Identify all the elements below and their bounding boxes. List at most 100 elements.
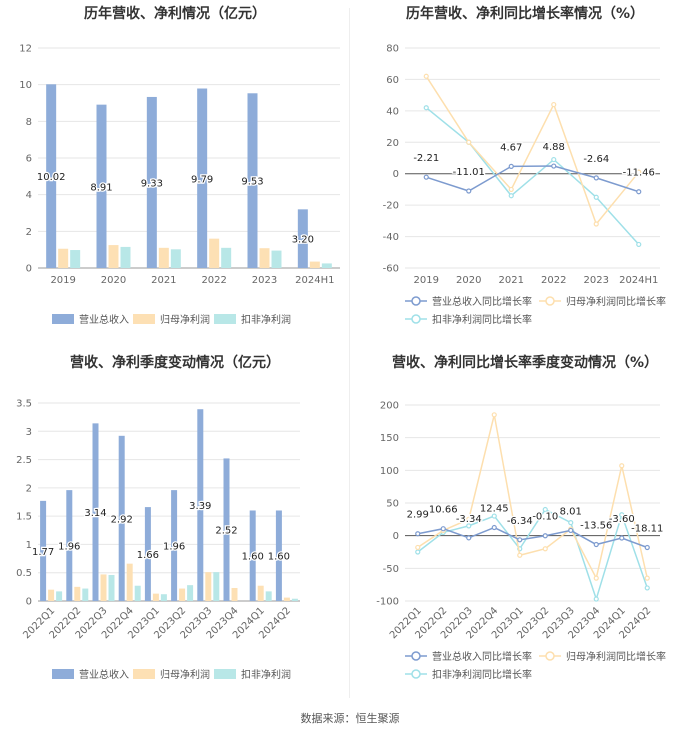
annual-growth-rate-chart: 历年营收、净利同比增长率情况（%） -60 -40 -20 0 20 40 60 80 2019 2… <box>350 0 700 350</box>
y-tick-label: 200 <box>380 401 399 412</box>
legend-swatch <box>133 314 155 324</box>
data-point <box>593 175 599 181</box>
bar <box>152 593 159 601</box>
bar <box>48 589 55 601</box>
chart-svg: 历年营收、净利同比增长率情况（%） -60 -40 -20 0 20 40 60 80 2019 2… <box>383 5 666 326</box>
data-point <box>593 194 599 200</box>
x-tick-label: 2024H1 <box>295 275 334 286</box>
data-point <box>542 546 548 552</box>
data-point <box>508 193 514 199</box>
y-tick-label: 2 <box>26 483 32 494</box>
legend-label: 营业总收入 <box>79 313 129 326</box>
y-tick-label: 6 <box>26 154 32 165</box>
y-tick-label: 4 <box>26 190 32 201</box>
bar <box>197 409 204 601</box>
data-label: 10.66 <box>429 505 458 516</box>
bar <box>205 572 212 601</box>
bar <box>265 591 272 601</box>
y-tick-label: 80 <box>386 44 399 55</box>
bar <box>179 588 186 601</box>
series-line <box>426 165 639 193</box>
bar <box>283 597 290 601</box>
data-point <box>466 523 472 529</box>
bar <box>134 585 141 601</box>
bar <box>170 249 181 268</box>
data-label: 2.99 <box>407 510 429 521</box>
y-tick-label: 100 <box>380 466 399 477</box>
data-label: 9.53 <box>241 177 263 188</box>
data-point <box>423 73 429 79</box>
bar <box>275 510 282 601</box>
y-tick-label: 0.5 <box>16 568 32 579</box>
chart-svg: 历年营收、净利情况（亿元） 0 2 4 6 8 10 12 2019 2020 2021 2022 20… <box>19 5 340 326</box>
data-label: -11.01 <box>453 167 485 178</box>
legend-label: 归母净利润 <box>160 313 210 326</box>
annual-revenue-profit-chart: 历年营收、净利情况（亿元） 0 2 4 6 8 10 12 2019 2020 2021 2022 20… <box>0 0 350 350</box>
y-tick-label: 20 <box>386 138 399 149</box>
data-label: 1.77 <box>32 547 54 558</box>
bar <box>108 245 119 268</box>
y-tick-label: 1 <box>26 540 32 551</box>
series-line <box>417 508 648 602</box>
bar <box>249 510 256 601</box>
data-point <box>568 520 574 526</box>
data-point <box>644 544 650 551</box>
bar <box>257 585 264 601</box>
y-tick-label: 3.5 <box>16 399 32 410</box>
data-label: 9.79 <box>191 174 213 185</box>
data-label: 1.60 <box>242 552 264 563</box>
data-point <box>551 156 557 163</box>
y-tick-label: 0 <box>393 169 399 180</box>
legend-label: 扣非净利润 <box>241 313 291 326</box>
bar <box>160 594 167 601</box>
y-tick-label: 0 <box>393 531 399 542</box>
y-tick-label: -60 <box>383 264 399 275</box>
bar <box>171 490 178 601</box>
data-point <box>636 189 642 195</box>
data-label: -3.34 <box>456 514 482 525</box>
y-tick-label: 2 <box>26 227 32 238</box>
y-tick-label: -40 <box>383 232 399 243</box>
data-point <box>593 221 599 227</box>
data-point <box>593 541 599 548</box>
data-label: 4.67 <box>500 142 522 153</box>
series-line <box>417 414 648 581</box>
data-label: -13.56 <box>580 521 612 532</box>
data-point <box>593 575 599 581</box>
x-tick-label: 2021 <box>151 275 176 286</box>
data-point <box>542 533 548 539</box>
bar <box>40 500 47 601</box>
y-tick-label: 1.5 <box>16 512 32 523</box>
data-label: 4.88 <box>543 142 565 153</box>
y-tick-label: -100 <box>376 597 399 608</box>
data-point <box>619 535 625 541</box>
y-tick-label: 2.5 <box>16 455 32 466</box>
legend-swatch <box>52 669 74 679</box>
data-point <box>423 174 429 180</box>
data-point <box>466 516 472 522</box>
data-point <box>466 535 472 541</box>
y-tick-label: 12 <box>19 44 32 55</box>
data-label: -3.60 <box>609 514 635 525</box>
legend-label: 归母净利润同比增长率 <box>566 295 666 308</box>
bar <box>158 247 169 268</box>
legend-swatch <box>52 314 74 324</box>
bar <box>291 598 298 601</box>
bar <box>187 585 194 601</box>
chart-title: 营收、净利季度变动情况（亿元） <box>70 354 280 371</box>
data-point <box>619 463 625 469</box>
bar <box>321 263 332 268</box>
bar <box>197 88 208 269</box>
data-label: 10.02 <box>37 172 66 183</box>
y-tick-label: 50 <box>386 499 399 510</box>
data-label: 3.14 <box>84 508 106 519</box>
chart-svg: 营收、净利同比增长率季度变动情况（%）-100-5005010015020020… <box>376 354 666 681</box>
data-point <box>551 163 557 169</box>
data-label: 8.91 <box>90 182 112 193</box>
bar <box>213 572 220 601</box>
data-label: -6.34 <box>507 516 533 527</box>
bar <box>120 246 131 268</box>
legend-marker <box>411 651 421 661</box>
bar <box>309 261 320 268</box>
y-tick-label: 0 <box>26 264 32 275</box>
